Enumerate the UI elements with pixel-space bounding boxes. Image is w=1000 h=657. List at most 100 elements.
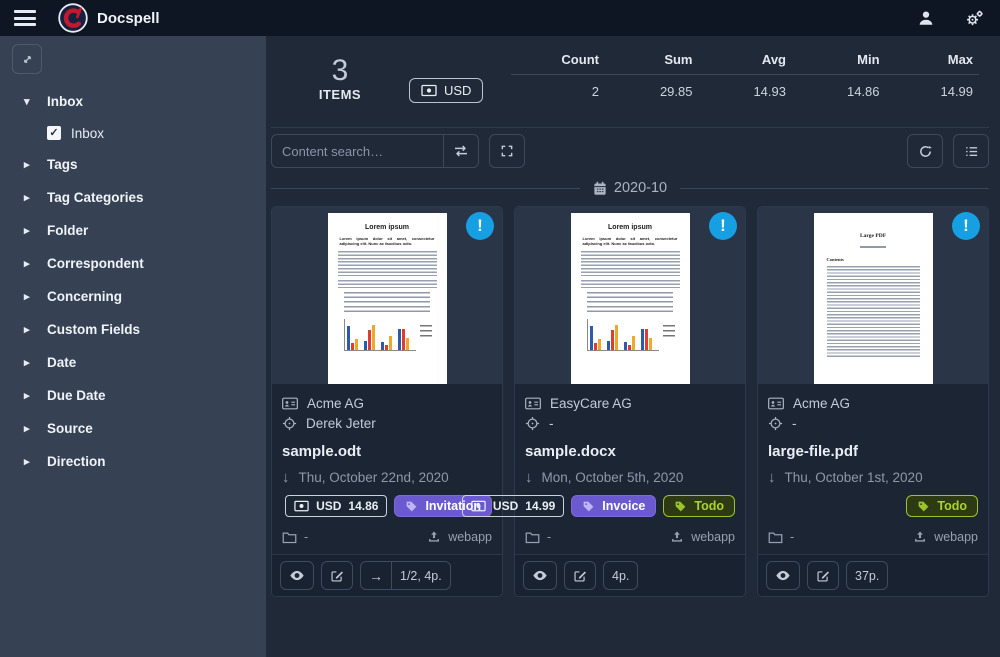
item-card-body: Acme AG Derek Jeter sample.odt ↓ Thu, Oc… xyxy=(272,384,502,554)
amount-badge: USD 14.86 xyxy=(285,495,388,517)
col-header-min: Min xyxy=(857,52,880,67)
col-header-sum: Sum xyxy=(664,52,693,67)
item-preview[interactable]: Large PDF Contents ! xyxy=(758,207,988,384)
sidebar-section-folder[interactable]: ▸ Folder xyxy=(12,214,254,247)
sidebar-section-due-date[interactable]: ▸ Due Date xyxy=(12,379,254,412)
concerning-line: - xyxy=(525,416,735,431)
crosshair-icon xyxy=(525,416,540,431)
amount-currency: USD xyxy=(316,499,342,513)
tag-label: Todo xyxy=(937,499,967,513)
content-search-input[interactable] xyxy=(271,134,443,168)
sidebar-section-label: Folder xyxy=(47,223,89,238)
settings-gears-icon[interactable] xyxy=(963,7,986,30)
currency-filter-button[interactable]: USD xyxy=(409,78,484,103)
tag-icon xyxy=(919,501,929,511)
concerning-name: - xyxy=(549,416,554,431)
item-card-body: Acme AG - large-file.pdf ↓ Thu, October … xyxy=(758,384,988,554)
fullscreen-icon[interactable] xyxy=(489,134,525,168)
source-value: webapp xyxy=(448,530,492,544)
item-cards: Lorem ipsum Lorem ipsum dolor sit amet, … xyxy=(271,206,989,597)
next-page-arrow-icon[interactable]: → xyxy=(360,561,392,590)
new-item-exclamation-icon: ! xyxy=(466,212,494,240)
concerning-name: - xyxy=(792,416,797,431)
thumb-title: Lorem ipsum xyxy=(365,224,409,231)
summary-table: Count Sum Avg Min Max 2 29.85 14.93 14.8… xyxy=(511,48,979,99)
pagination-group: → 1/2, 4p. xyxy=(360,561,451,590)
sidebar-section-inbox[interactable]: ▾ Inbox xyxy=(12,85,254,118)
correspondent-line: EasyCare AG xyxy=(525,396,735,411)
thumb-lead: Lorem ipsum dolor sit amet, consectetur … xyxy=(339,236,435,247)
caret-down-icon: ▾ xyxy=(24,96,30,108)
source-info: webapp xyxy=(670,530,735,544)
tag-badge[interactable]: Todo xyxy=(906,495,978,517)
page-count-button[interactable]: 37p. xyxy=(846,561,889,590)
caret-right-icon: ▸ xyxy=(24,390,30,402)
list-view-icon[interactable] xyxy=(953,134,989,168)
view-eye-icon[interactable] xyxy=(523,561,557,590)
menu-icon[interactable] xyxy=(14,10,36,26)
tag-badge[interactable]: Invitation xyxy=(394,495,492,517)
edit-icon[interactable] xyxy=(321,561,353,590)
col-header-max: Max xyxy=(947,52,974,67)
summary-header: 3 ITEMS USD Count Sum Avg Min Max 2 xyxy=(271,48,989,128)
page-count-button[interactable]: 4p. xyxy=(603,561,639,590)
sidebar-section-correspondent[interactable]: ▸ Correspondent xyxy=(12,247,254,280)
sidebar-section-concerning[interactable]: ▸ Concerning xyxy=(12,280,254,313)
item-card-footer: 4p. xyxy=(515,554,745,596)
tag-badge[interactable]: Todo xyxy=(663,495,735,517)
stat-min-value: 14.86 xyxy=(846,84,880,99)
arrow-down-icon: ↓ xyxy=(525,469,533,486)
folder-icon xyxy=(525,532,540,543)
month-group-label: 2020-10 xyxy=(613,180,668,196)
swap-search-mode-icon[interactable] xyxy=(443,134,479,168)
sidebar-section-date[interactable]: ▸ Date xyxy=(12,346,254,379)
item-name[interactable]: sample.odt xyxy=(282,443,362,460)
source-value: webapp xyxy=(691,530,735,544)
item-card-footer: → 1/2, 4p. xyxy=(272,554,502,596)
item-preview[interactable]: Lorem ipsum Lorem ipsum dolor sit amet, … xyxy=(515,207,745,384)
docspell-logo[interactable] xyxy=(58,3,88,33)
caret-right-icon: ▸ xyxy=(24,225,30,237)
edit-icon[interactable] xyxy=(807,561,839,590)
sidebar-section-tags[interactable]: ▸ Tags xyxy=(12,148,254,181)
item-card-body: EasyCare AG - sample.docx ↓ Mon, October… xyxy=(461,384,745,554)
sidebar-section-custom-fields[interactable]: ▸ Custom Fields xyxy=(12,313,254,346)
item-date-line: ↓ Thu, October 1st, 2020 xyxy=(768,470,978,485)
caret-right-icon: ▸ xyxy=(24,159,30,171)
sidebar-section-label: Tags xyxy=(47,157,78,172)
correspondent-name: EasyCare AG xyxy=(550,396,632,411)
correspondent-line: Acme AG xyxy=(768,396,978,411)
view-eye-icon[interactable] xyxy=(280,561,314,590)
item-list-main: 3 ITEMS USD Count Sum Avg Min Max 2 xyxy=(266,36,1000,657)
sidebar-section-source[interactable]: ▸ Source xyxy=(12,412,254,445)
view-eye-icon[interactable] xyxy=(766,561,800,590)
sidebar-section-direction[interactable]: ▸ Direction xyxy=(12,445,254,478)
tag-label: Invoice xyxy=(602,499,646,513)
document-thumbnail: Lorem ipsum Lorem ipsum dolor sit amet, … xyxy=(327,213,447,384)
item-preview[interactable]: Lorem ipsum Lorem ipsum dolor sit amet, … xyxy=(272,207,502,384)
item-badges: USD 14.99 Invoice xyxy=(461,495,735,517)
col-header-count: Count xyxy=(561,52,599,67)
item-name[interactable]: sample.docx xyxy=(525,443,616,460)
amount-value: 14.86 xyxy=(348,499,379,513)
folder-value: - xyxy=(547,530,552,544)
item-count-block: 3 ITEMS xyxy=(271,48,409,102)
sidebar-section-tag-categories[interactable]: ▸ Tag Categories xyxy=(12,181,254,214)
refresh-icon[interactable] xyxy=(907,134,943,168)
item-badges: USD 14.86 Invitation xyxy=(282,495,492,517)
page-count-button[interactable]: 1/2, 4p. xyxy=(392,561,451,590)
tag-badge[interactable]: Invoice xyxy=(571,495,657,517)
item-name[interactable]: large-file.pdf xyxy=(768,443,859,460)
expand-collapse-icon[interactable] xyxy=(12,44,42,74)
tag-label: Todo xyxy=(694,499,724,513)
sidebar-section-label: Direction xyxy=(47,454,106,469)
thumb-chart xyxy=(586,318,675,351)
amount-badge: USD 14.99 xyxy=(461,495,565,517)
checkbox-checked-icon: ✓ xyxy=(47,126,61,140)
user-icon[interactable] xyxy=(915,7,937,29)
edit-icon[interactable] xyxy=(564,561,596,590)
inbox-checkbox[interactable]: ✓ Inbox xyxy=(12,118,254,148)
caret-right-icon: ▸ xyxy=(24,258,30,270)
calendar-icon xyxy=(594,181,606,195)
stat-count-value: 2 xyxy=(591,84,599,99)
